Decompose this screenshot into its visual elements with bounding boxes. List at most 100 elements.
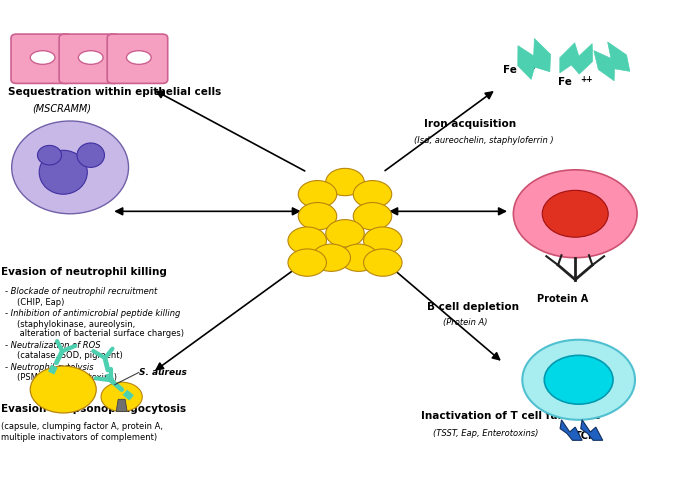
Ellipse shape [126, 51, 151, 64]
Text: - Neutralization of ROS: - Neutralization of ROS [5, 341, 101, 350]
FancyBboxPatch shape [11, 34, 72, 83]
Point [47, 370, 55, 376]
Point [589, 262, 597, 268]
Line: 2 pts: 2 pts [93, 351, 105, 358]
Point [117, 386, 126, 392]
Point [571, 255, 580, 261]
Point [50, 363, 59, 369]
Point [571, 277, 580, 283]
Point [585, 252, 593, 258]
Text: TCR: TCR [575, 431, 596, 441]
Point [106, 377, 115, 383]
Polygon shape [116, 399, 127, 411]
Text: (MSCRAMM): (MSCRAMM) [32, 104, 91, 113]
Text: ++: ++ [526, 62, 538, 71]
Text: (staphylokinase, aureolysin,: (staphylokinase, aureolysin, [17, 320, 135, 329]
Polygon shape [581, 420, 602, 440]
Line: 2 pts: 2 pts [96, 378, 110, 380]
Line: 2 pts: 2 pts [105, 358, 108, 370]
Circle shape [298, 181, 337, 208]
Circle shape [522, 340, 635, 420]
Text: Fe: Fe [558, 77, 572, 87]
Point [128, 395, 136, 401]
Point [71, 343, 79, 349]
Point [89, 348, 97, 354]
Text: - Inhibition of antimicrobial peptide killing: - Inhibition of antimicrobial peptide ki… [5, 309, 180, 318]
Line: 2 pts: 2 pts [57, 341, 62, 351]
Circle shape [353, 181, 392, 208]
Point [571, 277, 580, 283]
Circle shape [101, 382, 142, 411]
Point [58, 348, 66, 354]
Text: IgM: IgM [606, 223, 625, 233]
Point [554, 262, 562, 268]
Line: 2 pts: 2 pts [110, 380, 121, 389]
Ellipse shape [79, 51, 103, 64]
Ellipse shape [39, 150, 88, 194]
Text: Inactivation of T cell functions: Inactivation of T cell functions [421, 411, 600, 421]
Polygon shape [560, 43, 593, 74]
Text: (CHIP, Eap): (CHIP, Eap) [17, 298, 64, 307]
Point [135, 370, 143, 376]
Point [58, 348, 66, 354]
Point [121, 389, 129, 395]
Text: - Blockade of neutrophil recruitment: - Blockade of neutrophil recruitment [5, 287, 157, 296]
Circle shape [312, 244, 351, 272]
Ellipse shape [12, 121, 128, 214]
Point [101, 355, 109, 361]
Text: multiple inactivators of complement): multiple inactivators of complement) [1, 434, 157, 442]
Point [104, 367, 112, 373]
Point [52, 360, 61, 366]
Text: - Neutrophil cytolysis: - Neutrophil cytolysis [5, 363, 93, 372]
Text: (catalase, SOD, pigment): (catalase, SOD, pigment) [17, 352, 122, 360]
Line: 2 pts: 2 pts [62, 346, 75, 351]
Point [106, 377, 115, 383]
Circle shape [513, 170, 637, 258]
FancyBboxPatch shape [59, 34, 119, 83]
Line: 2 pts: 2 pts [115, 373, 139, 384]
Point [571, 277, 580, 283]
Point [101, 355, 109, 361]
Line: 2 pts: 2 pts [575, 265, 593, 280]
Circle shape [326, 168, 364, 196]
Point [92, 375, 100, 381]
Circle shape [364, 227, 402, 254]
Line: 2 pts: 2 pts [558, 265, 575, 280]
Point [542, 253, 551, 259]
Text: S. aureus: S. aureus [139, 368, 187, 377]
Point [106, 377, 115, 383]
Ellipse shape [37, 145, 61, 165]
Circle shape [288, 227, 326, 254]
Text: Fe: Fe [503, 65, 517, 75]
Point [600, 253, 608, 259]
Point [554, 262, 562, 268]
Line: 2 pts: 2 pts [51, 366, 55, 373]
Ellipse shape [30, 51, 55, 64]
Circle shape [364, 249, 402, 276]
Point [53, 338, 61, 344]
Point [108, 346, 117, 352]
Text: (capsule, clumping factor A, protein A,: (capsule, clumping factor A, protein A, [1, 422, 164, 431]
Text: Protein A: Protein A [538, 294, 589, 304]
Text: ++: ++ [581, 75, 593, 83]
Circle shape [288, 249, 326, 276]
Text: alteration of bacterial surface charges): alteration of bacterial surface charges) [17, 329, 184, 338]
Line: 2 pts: 2 pts [589, 255, 593, 265]
Circle shape [544, 355, 613, 404]
Circle shape [30, 366, 96, 413]
Point [589, 262, 597, 268]
Polygon shape [594, 42, 630, 81]
Text: B cell depletion: B cell depletion [428, 301, 520, 312]
Point [558, 252, 566, 258]
Point [105, 371, 113, 377]
Line: 2 pts: 2 pts [546, 256, 558, 265]
Polygon shape [560, 420, 582, 440]
Circle shape [353, 202, 392, 230]
Text: (Protein A): (Protein A) [443, 318, 488, 327]
Point [589, 262, 597, 268]
FancyBboxPatch shape [107, 34, 168, 83]
Point [106, 378, 115, 384]
Circle shape [326, 219, 364, 247]
Point [101, 355, 109, 361]
Text: (TSST, Eap, Enterotoxins): (TSST, Eap, Enterotoxins) [433, 429, 538, 437]
